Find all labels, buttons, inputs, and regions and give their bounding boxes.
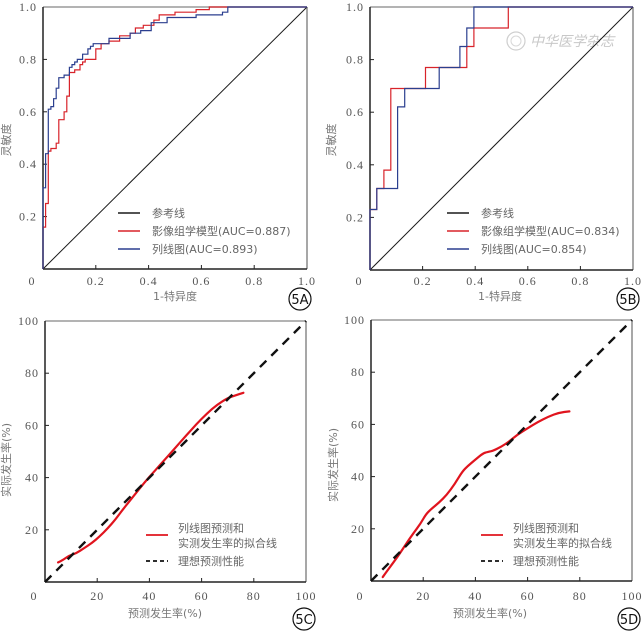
panel-tag-text-5d: 5D [620, 613, 638, 628]
panel-tag-text-5b: 5B [619, 293, 636, 308]
x-tick-label: 0 [356, 274, 363, 288]
legend-label-calibration_fit: 实测发生率的拟合线 [513, 536, 612, 550]
y-tick-label: 100 [18, 314, 39, 328]
legend-label-radiomics: 影像组学模型(AUC=0.887) [152, 224, 291, 238]
series-reference [369, 6, 634, 271]
y-tick-label: 40 [25, 471, 39, 485]
y-tick-label: 80 [25, 366, 39, 380]
x-tick-label: 0 [31, 589, 38, 603]
legend-label-radiomics: 影像组学模型(AUC=0.834) [481, 224, 620, 238]
y-tick-label: 60 [25, 418, 39, 432]
panel-5c: 0 20 40 60 80 100 20 40 60 80 100 列线图预测和实测发生率的拟合线理想… [0, 314, 317, 631]
y-tick-label: 100 [344, 313, 365, 327]
x-tick-label: 40 [468, 589, 482, 603]
x-tick-label: 80 [573, 589, 587, 603]
x-tick-label: 0 [357, 589, 364, 603]
x-tick-label: 0.2 [87, 274, 105, 288]
x-axis-title-5d: 预测发生率(%) [453, 606, 527, 620]
x-tick-label: 0.2 [414, 274, 432, 288]
x-axis-title-5b: 1-特异度 [478, 289, 522, 303]
panel-tag-text-5a: 5A [291, 293, 308, 308]
watermark-logo-icon [506, 31, 526, 51]
x-tick-label: 1.0 [624, 274, 642, 288]
x-axis-title-5c: 预测发生率(%) [128, 606, 202, 620]
x-tick-label: 0.6 [519, 274, 537, 288]
x-tick-label: 0.8 [245, 274, 263, 288]
legend-label-nomogram: 列线图(AUC=0.893) [152, 242, 258, 256]
y-axis-title-5c: 实际发生率(%) [0, 423, 13, 497]
panel-tag-5b: 5B [616, 287, 640, 311]
y-tick-label: 20 [351, 522, 365, 536]
watermark-logo-inner [510, 35, 522, 47]
legend-label-nomogram: 列线图(AUC=0.854) [481, 242, 587, 256]
x-tick-label: 0.4 [466, 274, 484, 288]
panel-tag-text-5c: 5C [295, 613, 312, 628]
panel-5a: 0 0.2 0.4 0.6 0.8 1.0 0.2 0.4 0.6 0.8 1.0 参考线影像组学模型… [0, 0, 316, 311]
y-tick-label: 0.8 [346, 53, 364, 67]
y-tick-label: 0.6 [19, 105, 37, 119]
y-tick-label: 40 [351, 470, 365, 484]
x-tick-label: 60 [195, 589, 209, 603]
x-tick-label: 100 [296, 589, 317, 603]
y-axis-title-5d: 实际发生率(%) [326, 428, 340, 502]
series-ideal [44, 320, 307, 583]
y-axis-title-5b: 灵敏度 [324, 124, 338, 157]
y-tick-label: 0.4 [346, 158, 364, 172]
panel-tag-5c: 5C [292, 607, 316, 631]
plot-area-5c: 0 20 40 60 80 100 20 40 60 80 100 列线图预测和实测发生率的拟合线理想… [18, 314, 317, 603]
legend-label-ideal: 理想预测性能 [513, 554, 579, 568]
y-tick-label: 1.0 [346, 0, 364, 14]
series-radiomics [42, 6, 307, 269]
x-tick-label: 1.0 [298, 274, 316, 288]
plot-area-5a: 0 0.2 0.4 0.6 0.8 1.0 0.2 0.4 0.6 0.8 1.0 参考线影像组学模型… [19, 0, 316, 288]
panel-tag-5d: 5D [617, 607, 641, 631]
legend-label-calibration_fit: 列线图预测和 [178, 521, 244, 535]
y-tick-label: 0.2 [346, 210, 364, 224]
y-tick-label: 1.0 [19, 0, 37, 14]
x-tick-label: 100 [622, 589, 643, 603]
series-reference [42, 6, 308, 270]
legend-label-reference: 参考线 [481, 206, 514, 220]
y-tick-label: 0.2 [19, 210, 37, 224]
plot-area-5d: 0 20 40 60 80 100 20 40 60 80 100 列线图预测和实测发生率的拟合线理想… [344, 313, 643, 603]
legend-label-calibration_fit: 列线图预测和 [513, 521, 579, 535]
x-tick-label: 0 [29, 274, 36, 288]
y-tick-label: 80 [351, 365, 365, 379]
x-tick-label: 80 [247, 589, 261, 603]
y-tick-label: 20 [25, 523, 39, 537]
panel-tag-circle [292, 607, 316, 631]
legend-label-reference: 参考线 [152, 206, 185, 220]
panel-5d: 0 20 40 60 80 100 20 40 60 80 100 列线图预测和实测发生率的拟合线理想… [326, 313, 643, 631]
x-tick-label: 0.4 [140, 274, 158, 288]
series-calibration_fit [381, 410, 571, 579]
panel-tag-5a: 5A [288, 287, 312, 311]
panel-tag-circle [288, 287, 312, 311]
series-ideal [370, 319, 633, 582]
x-tick-label: 20 [416, 589, 430, 603]
y-tick-label: 60 [351, 417, 365, 431]
y-axis-title-5a: 灵敏度 [0, 124, 13, 157]
y-tick-label: 0.8 [19, 52, 37, 66]
x-tick-label: 0.6 [192, 274, 210, 288]
panel-tag-circle [617, 607, 641, 631]
series-nomogram [42, 6, 307, 269]
series-calibration_fit [56, 391, 245, 564]
legend-label-ideal: 理想预测性能 [178, 554, 244, 568]
series-nomogram [369, 6, 633, 270]
y-tick-label: 0.4 [19, 157, 37, 171]
panel-tag-circle [616, 287, 640, 311]
x-tick-label: 20 [90, 589, 104, 603]
legend-label-calibration_fit: 实测发生率的拟合线 [178, 536, 277, 550]
plot-area-5b: 0 0.2 0.4 0.6 0.8 1.0 0.2 0.4 0.6 0.8 1.0 参考线影像组学模型… [346, 0, 642, 288]
panel-5b: 中华医学杂志 0 0.2 0.4 0.6 0.8 1.00.20.40.60.81.0参考… [324, 0, 642, 311]
x-axis-title-5a: 1-特异度 [153, 289, 197, 303]
x-tick-label: 40 [142, 589, 156, 603]
y-tick-label: 0.6 [346, 105, 364, 119]
x-tick-label: 0.8 [571, 274, 589, 288]
x-tick-label: 60 [521, 589, 535, 603]
